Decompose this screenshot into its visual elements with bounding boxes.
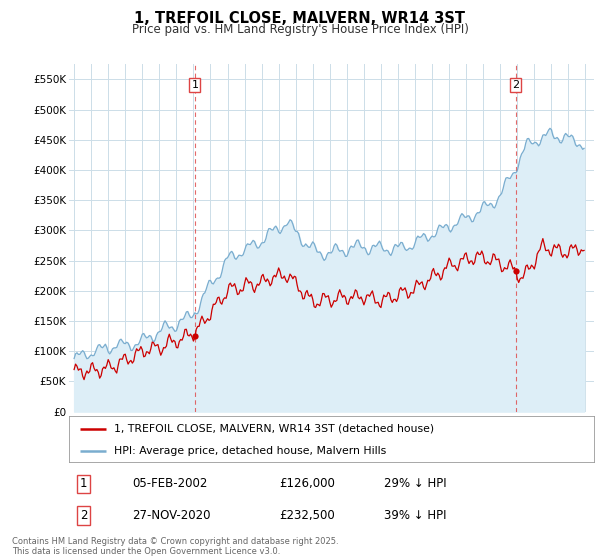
Text: 1, TREFOIL CLOSE, MALVERN, WR14 3ST: 1, TREFOIL CLOSE, MALVERN, WR14 3ST: [134, 11, 466, 26]
Text: 2: 2: [80, 509, 88, 522]
Text: HPI: Average price, detached house, Malvern Hills: HPI: Average price, detached house, Malv…: [113, 446, 386, 455]
Text: £232,500: £232,500: [279, 509, 335, 522]
Text: 1: 1: [191, 80, 199, 90]
Text: 29% ↓ HPI: 29% ↓ HPI: [384, 477, 446, 490]
Text: 05-FEB-2002: 05-FEB-2002: [132, 477, 208, 490]
Text: Price paid vs. HM Land Registry's House Price Index (HPI): Price paid vs. HM Land Registry's House …: [131, 23, 469, 36]
Text: 27-NOV-2020: 27-NOV-2020: [132, 509, 211, 522]
Text: 1: 1: [80, 477, 88, 490]
Text: 1, TREFOIL CLOSE, MALVERN, WR14 3ST (detached house): 1, TREFOIL CLOSE, MALVERN, WR14 3ST (det…: [113, 424, 434, 434]
Text: Contains HM Land Registry data © Crown copyright and database right 2025.
This d: Contains HM Land Registry data © Crown c…: [12, 536, 338, 556]
Text: 39% ↓ HPI: 39% ↓ HPI: [384, 509, 446, 522]
Text: £126,000: £126,000: [279, 477, 335, 490]
Text: 2: 2: [512, 80, 519, 90]
